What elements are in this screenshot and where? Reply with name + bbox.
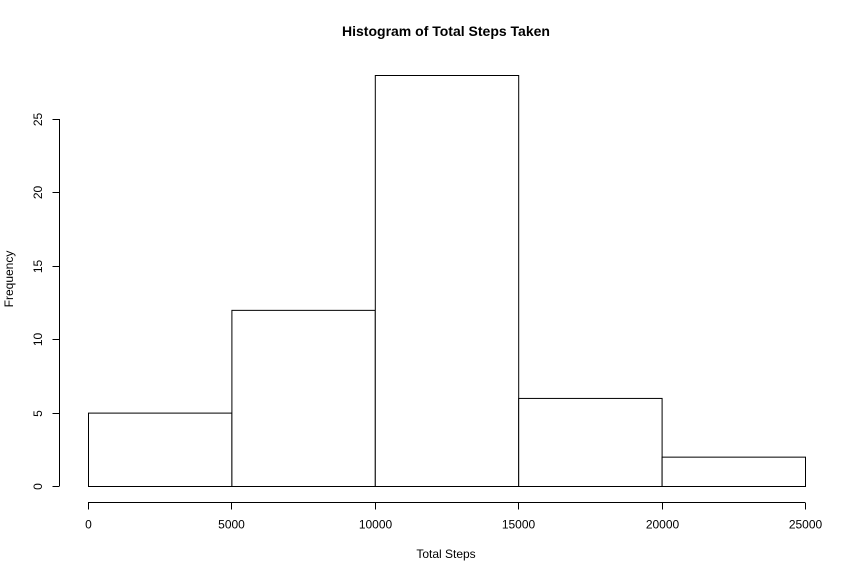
x-axis-title: Total Steps — [416, 547, 475, 561]
x-tick-label: 5000 — [218, 518, 245, 532]
histogram-bars — [88, 75, 806, 488]
x-tick-label: 15000 — [502, 518, 536, 532]
histogram-bar — [661, 456, 806, 487]
x-tick-label: 10000 — [359, 518, 393, 532]
y-tick-label: 25 — [31, 113, 45, 127]
y-axis: 0 5 10 15 20 25 — [31, 113, 60, 490]
y-tick-label: 0 — [31, 483, 45, 490]
x-tick-label: 25000 — [789, 518, 823, 532]
chart-title: Histogram of Total Steps Taken — [342, 23, 550, 39]
y-tick-label: 5 — [31, 410, 45, 417]
y-tick-label: 20 — [31, 186, 45, 200]
x-tick-label: 0 — [85, 518, 92, 532]
histogram-bar — [231, 309, 376, 487]
x-axis: 0 5000 10000 15000 20000 25000 — [85, 502, 823, 532]
x-tick-label: 20000 — [646, 518, 680, 532]
histogram-bar — [518, 397, 663, 487]
histogram-bar — [374, 75, 520, 487]
y-tick-label: 15 — [31, 260, 45, 274]
y-axis-title: Frequency — [2, 251, 16, 308]
y-tick-label: 10 — [31, 333, 45, 347]
histogram-bar — [88, 412, 233, 488]
